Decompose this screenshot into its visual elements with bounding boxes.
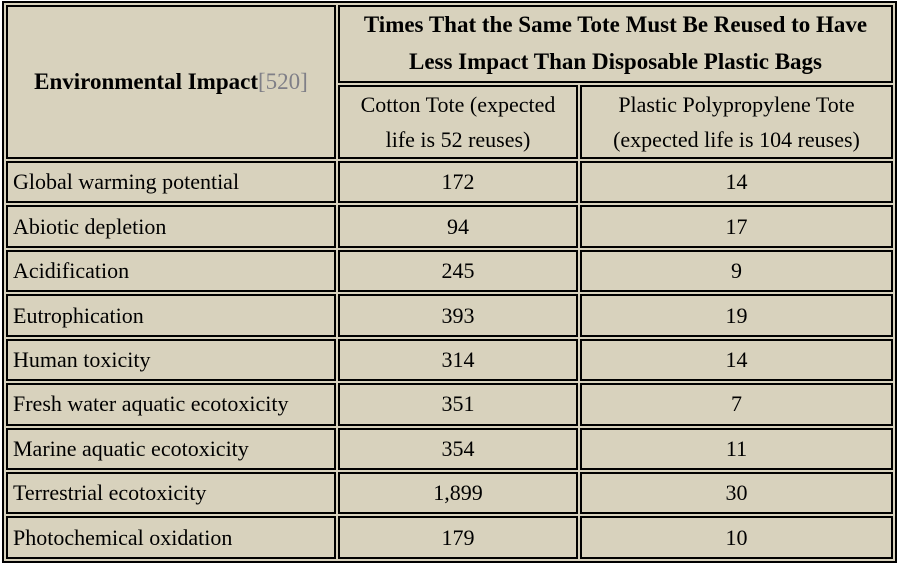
cotton-tote-value: 172 (338, 160, 578, 204)
corner-header-cell: Environmental Impact[520] (6, 5, 336, 159)
table-row: Fresh water aquatic ecotoxicity 351 7 (6, 383, 893, 426)
polypropylene-tote-value: 11 (580, 427, 893, 471)
header-row-columns: Cotton Tote (expected life is 52 reuses)… (6, 84, 893, 159)
cotton-tote-value: 1,899 (338, 472, 578, 515)
table-row: Global warming potential 172 14 (6, 160, 893, 204)
polypropylene-tote-value: 30 (580, 472, 893, 515)
polypropylene-tote-value: 19 (580, 294, 893, 337)
table-row: Eutrophication 393 19 (6, 294, 893, 337)
impact-label: Abiotic depletion (6, 205, 336, 248)
impact-label: Global warming potential (6, 160, 336, 204)
table-row: Terrestrial ecotoxicity 1,899 30 (6, 472, 893, 515)
impact-label: Marine aquatic ecotoxicity (6, 427, 336, 471)
cotton-tote-value: 314 (338, 338, 578, 382)
polypropylene-tote-value: 7 (580, 383, 893, 426)
column-header-polypropylene-tote: Plastic Polypropylene Tote (expected lif… (580, 84, 893, 159)
impact-label: Human toxicity (6, 338, 336, 382)
table-title-cell: Times That the Same Tote Must Be Reused … (338, 5, 893, 83)
polypropylene-tote-value: 9 (580, 249, 893, 293)
impact-label: Photochemical oxidation (6, 516, 336, 559)
impact-label: Eutrophication (6, 294, 336, 337)
cotton-tote-value: 245 (338, 249, 578, 293)
cotton-tote-value: 94 (338, 205, 578, 248)
polypropylene-tote-value: 14 (580, 160, 893, 204)
citation-ref-link[interactable]: [520] (258, 68, 308, 94)
column-header-cotton-tote: Cotton Tote (expected life is 52 reuses) (338, 84, 578, 159)
table-row: Photochemical oxidation 179 10 (6, 516, 893, 559)
impact-label: Terrestrial ecotoxicity (6, 472, 336, 515)
impact-label: Acidification (6, 249, 336, 293)
table-row: Marine aquatic ecotoxicity 354 11 (6, 427, 893, 471)
table-row: Human toxicity 314 14 (6, 338, 893, 382)
cotton-tote-value: 354 (338, 427, 578, 471)
polypropylene-tote-value: 10 (580, 516, 893, 559)
polypropylene-tote-value: 17 (580, 205, 893, 248)
cotton-tote-value: 351 (338, 383, 578, 426)
table-row: Acidification 245 9 (6, 249, 893, 293)
header-row-title: Environmental Impact[520] Times That the… (6, 5, 893, 159)
cotton-tote-value: 179 (338, 516, 578, 559)
corner-header-label: Environmental Impact (34, 68, 258, 94)
impact-label: Fresh water aquatic ecotoxicity (6, 383, 336, 426)
table-row: Abiotic depletion 94 17 (6, 205, 893, 248)
cotton-tote-value: 393 (338, 294, 578, 337)
polypropylene-tote-value: 14 (580, 338, 893, 382)
